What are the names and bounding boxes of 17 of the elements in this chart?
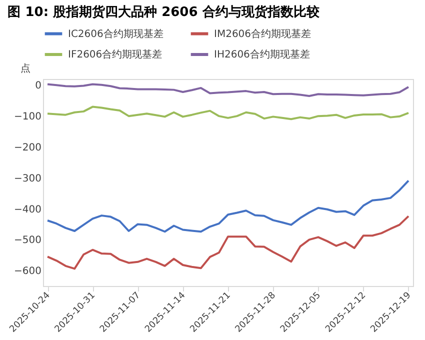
legend-label: IF2606合约期现基差 bbox=[68, 48, 162, 60]
chart-title: 图 10: 股指期货四大品种 2606 合约与现货指数比较 bbox=[8, 4, 320, 20]
line-series bbox=[46, 83, 410, 97]
y-tick-label: −500 bbox=[14, 235, 42, 246]
line-series bbox=[46, 180, 410, 233]
y-tick-label: −200 bbox=[14, 142, 42, 154]
y-tick-label: −300 bbox=[14, 173, 42, 184]
legend-label: IM2606合约期现基差 bbox=[214, 28, 312, 40]
y-tick-label: −600 bbox=[14, 266, 42, 278]
y-tick-label: −400 bbox=[14, 204, 42, 216]
line-series bbox=[46, 215, 410, 270]
line-series bbox=[46, 106, 410, 120]
y-axis-title: 点 bbox=[20, 62, 30, 74]
legend-label: IC2606合约期现基差 bbox=[68, 28, 164, 40]
y-tick-label: 0 bbox=[35, 80, 42, 92]
y-tick-label: −100 bbox=[14, 112, 42, 123]
legend-label: IH2606合约期现基差 bbox=[214, 48, 310, 60]
